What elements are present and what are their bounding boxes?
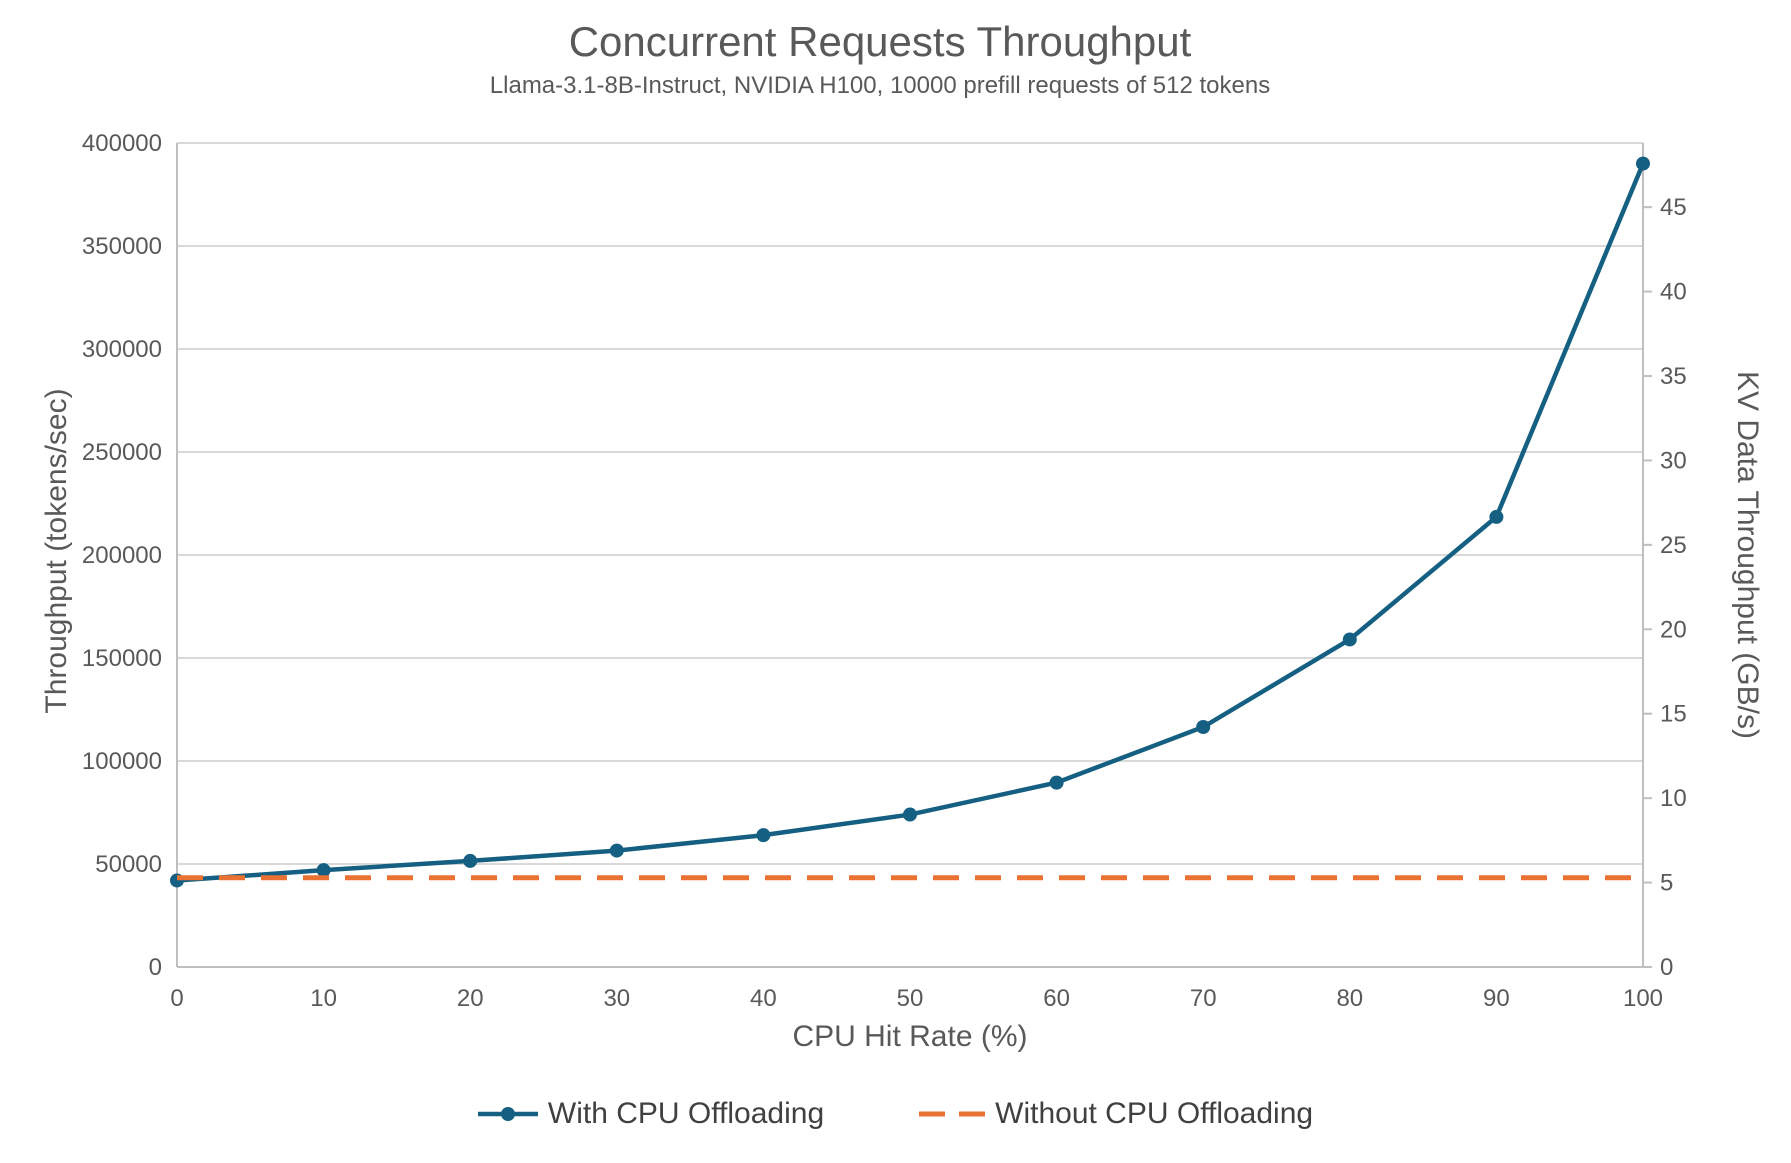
y2-axis-tick-label: 20: [1660, 616, 1687, 643]
y-axis-tick-label: 250000: [82, 439, 162, 466]
x-axis-tick-label: 70: [1190, 985, 1217, 1012]
y2-axis-tick-label: 40: [1660, 279, 1687, 306]
y-axis-tick-label: 200000: [82, 542, 162, 569]
legend: With CPU Offloading Without CPU Offloadi…: [0, 1088, 1791, 1140]
data-point-marker: [316, 863, 331, 878]
y2-axis-tick-label: 0: [1660, 954, 1673, 981]
legend-item-without-cpu-offloading: Without CPU Offloading: [919, 1097, 1313, 1131]
y2-axis-tick-label: 15: [1660, 701, 1687, 728]
x-axis-tick-label: 40: [750, 985, 777, 1012]
chart-title: Concurrent Requests Throughput: [568, 18, 1192, 65]
y-axis-tick-label: 50000: [95, 851, 162, 878]
data-point-marker: [1489, 509, 1504, 524]
chart-subtitle: Llama-3.1-8B-Instruct, NVIDIA H100, 1000…: [489, 72, 1271, 99]
y2-axis-tick-label: 45: [1660, 194, 1687, 221]
x-axis-tick-label: 90: [1483, 985, 1510, 1012]
y2-axis-tick-label: 30: [1660, 447, 1687, 474]
y2-axis-tick-label: 35: [1660, 363, 1687, 390]
x-axis-tick-label: 30: [603, 985, 630, 1012]
x-axis-tick-label: 0: [170, 985, 183, 1012]
x-axis-tick-label: 50: [897, 985, 924, 1012]
y2-axis-tick-label: 10: [1660, 785, 1687, 812]
y-axis-tick-label: 400000: [82, 130, 162, 157]
data-point-marker: [463, 853, 478, 868]
x-axis-tick-label: 20: [457, 985, 484, 1012]
legend-label-without-cpu-offloading: Without CPU Offloading: [995, 1097, 1314, 1130]
x-axis-tick-label: 100: [1623, 985, 1663, 1012]
y-axis-tick-label: 350000: [82, 233, 162, 260]
legend-label-with-cpu-offloading: With CPU Offloading: [547, 1097, 825, 1130]
x-axis-title: CPU Hit Rate (%): [792, 1020, 1028, 1053]
y-axis-tick-label: 300000: [82, 336, 162, 363]
y-axis-tick-label: 150000: [82, 645, 162, 672]
legend-marker: [500, 1107, 515, 1121]
data-point-marker: [1636, 156, 1650, 171]
y-axis-tick-label: 100000: [82, 748, 162, 775]
y2-axis-tick-label: 5: [1660, 870, 1673, 897]
data-point-marker: [1342, 632, 1357, 647]
dashed-line-swatch-icon: [919, 1111, 986, 1117]
x-axis-tick-label: 10: [310, 985, 337, 1012]
data-point-marker: [1196, 720, 1211, 735]
y2-axis-tick-label: 25: [1660, 532, 1687, 559]
data-point-marker: [609, 843, 624, 858]
legend-item-with-cpu-offloading: With CPU Offloading: [477, 1097, 825, 1131]
x-axis-tick-label: 80: [1336, 985, 1363, 1012]
series-line-with-cpu-offloading: [176, 162, 1646, 883]
data-point-marker: [903, 807, 917, 822]
x-axis-tick-label: 60: [1043, 985, 1070, 1012]
data-point-marker: [756, 828, 771, 843]
data-point-marker: [1049, 775, 1064, 790]
line-with-marker-swatch-icon: [477, 1107, 538, 1121]
y-axis-tick-label: 0: [149, 954, 162, 981]
